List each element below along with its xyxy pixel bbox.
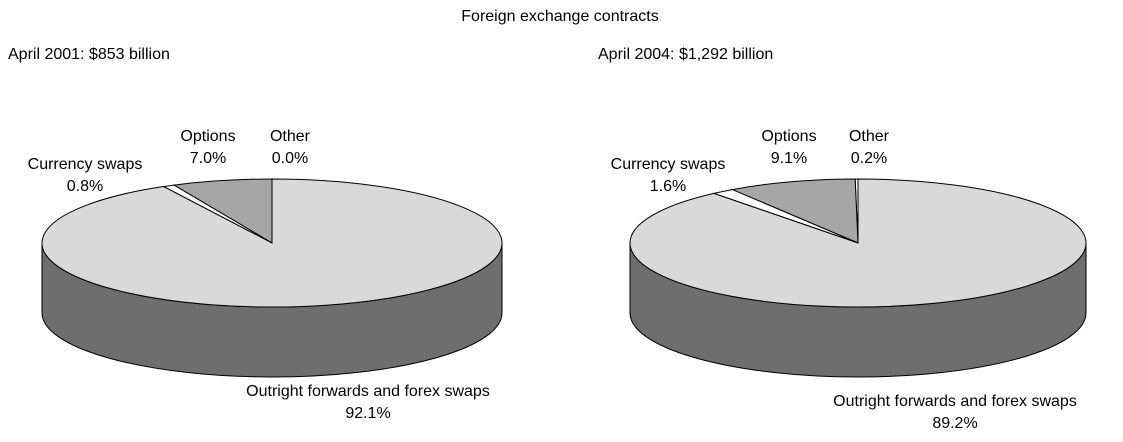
pie-title: April 2001: $853 billion — [8, 46, 170, 63]
slice-value-label: 89.2% — [932, 415, 977, 432]
slice-value-label: 92.1% — [345, 405, 390, 422]
slice-value-label: 0.2% — [851, 150, 887, 167]
slice-label: Currency swaps — [28, 156, 143, 173]
slice-value-label: 7.0% — [190, 150, 226, 167]
slice-label: Currency swaps — [611, 156, 726, 173]
slice-label: Options — [180, 128, 235, 145]
slice-value-label: 1.6% — [650, 178, 686, 195]
pie-slice — [172, 178, 273, 244]
chart-title: Foreign exchange contracts — [461, 8, 658, 25]
slice-label: Other — [270, 128, 311, 145]
slice-label: Other — [849, 128, 890, 145]
pie-slice — [629, 178, 1087, 308]
slice-value-label: 9.1% — [771, 150, 807, 167]
slice-label: Outright forwards and forex swaps — [833, 393, 1077, 410]
pie-slice — [41, 178, 503, 308]
slice-value-label: 0.0% — [272, 150, 308, 167]
slice-label: Options — [761, 128, 816, 145]
pie-slice — [730, 178, 859, 244]
slice-label: Outright forwards and forex swaps — [246, 383, 490, 400]
pie-title: April 2004: $1,292 billion — [598, 46, 773, 63]
slice-value-label: 0.8% — [67, 178, 103, 195]
